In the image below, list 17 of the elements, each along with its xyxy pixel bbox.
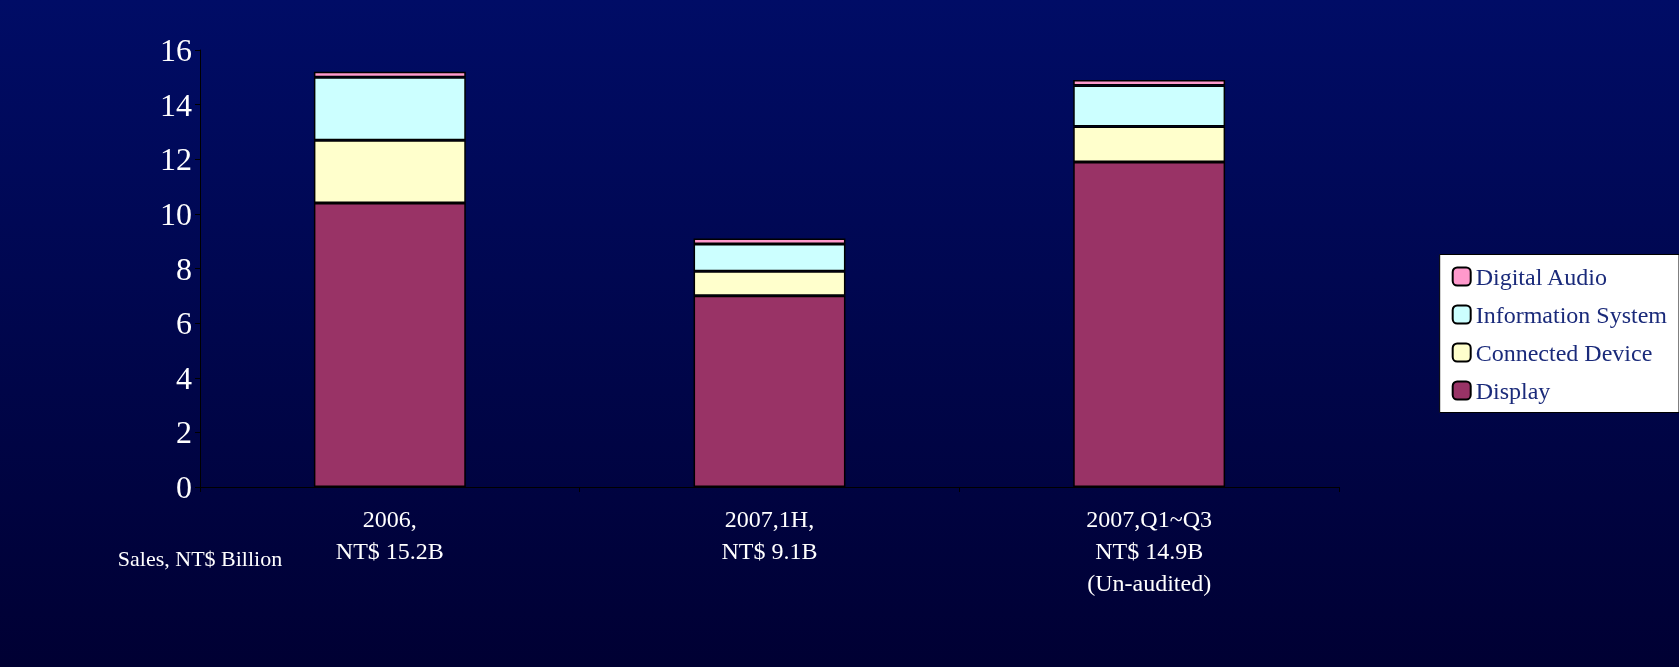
x-tick-label: 2007,1H, NT$ 9.1B [721,506,818,564]
legend-label: Digital Audio [1475,263,1608,290]
y-tick-label: 8 [176,250,192,287]
y-tick-label: 6 [176,305,192,342]
x-tick-label: 2007,Q1~Q3 NT$ 14.9B (Un-audited) [1086,506,1212,596]
x-tick-label: 2006, NT$ 15.2B [335,506,444,564]
legend-label: Display [1475,377,1551,404]
y-tick-label: 4 [176,359,192,396]
y-tick-label: 0 [176,469,192,505]
y-axis-title: Sales, NT$ Billion [117,545,283,571]
y-tick-label: 16 [160,32,192,68]
y-tick-label: 14 [160,86,192,123]
y-tick-label: 10 [160,195,192,232]
legend-label: Connected Device [1475,339,1653,366]
y-tick-label: 12 [160,141,192,178]
y-tick-label: 2 [176,414,192,451]
legend-label: Information System [1475,301,1668,328]
